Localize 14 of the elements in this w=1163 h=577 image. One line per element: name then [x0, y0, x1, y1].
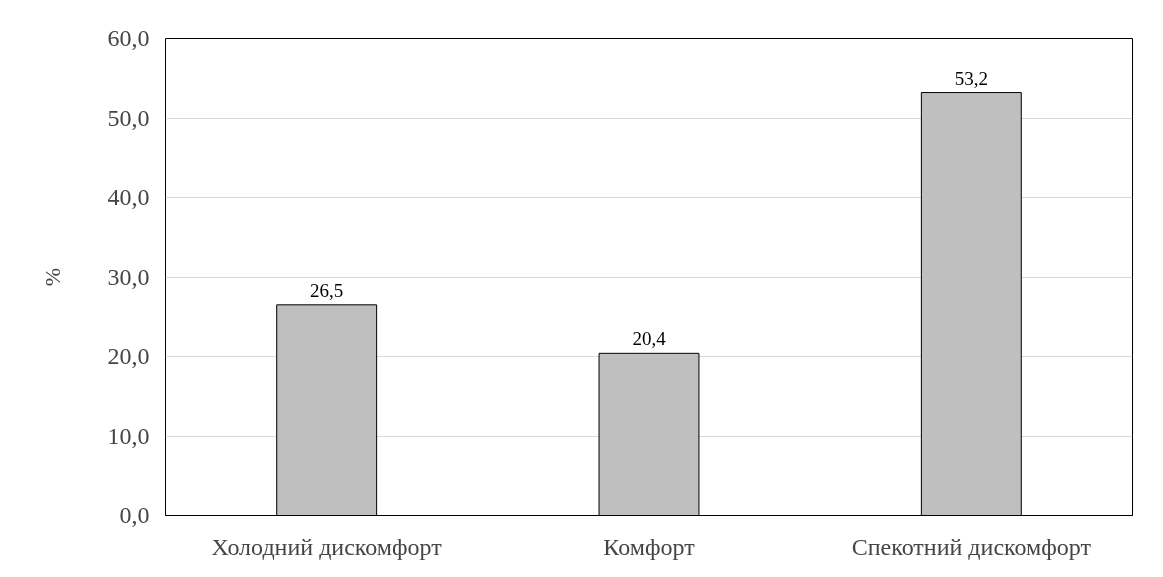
y-tick-label: 10,0 [107, 422, 150, 449]
data-label: 20,4 [632, 328, 667, 350]
x-tick-label: Холодний дискомфорт [211, 533, 443, 560]
y-tick-label: 60,0 [107, 25, 150, 51]
y-tick-label: 50,0 [107, 104, 150, 131]
data-label: 26,5 [310, 279, 344, 301]
y-tick-label: 20,0 [107, 343, 150, 369]
y-tick-label: 40,0 [107, 184, 150, 210]
y-tick-label: 0,0 [119, 502, 150, 528]
x-tick-label: Спекотний дискомфорт [851, 533, 1092, 560]
y-tick-label: 30,0 [107, 263, 150, 290]
x-tick-label: Комфорт [603, 533, 696, 560]
data-label: 53,2 [954, 67, 988, 89]
y-axis-title: % [39, 267, 65, 287]
